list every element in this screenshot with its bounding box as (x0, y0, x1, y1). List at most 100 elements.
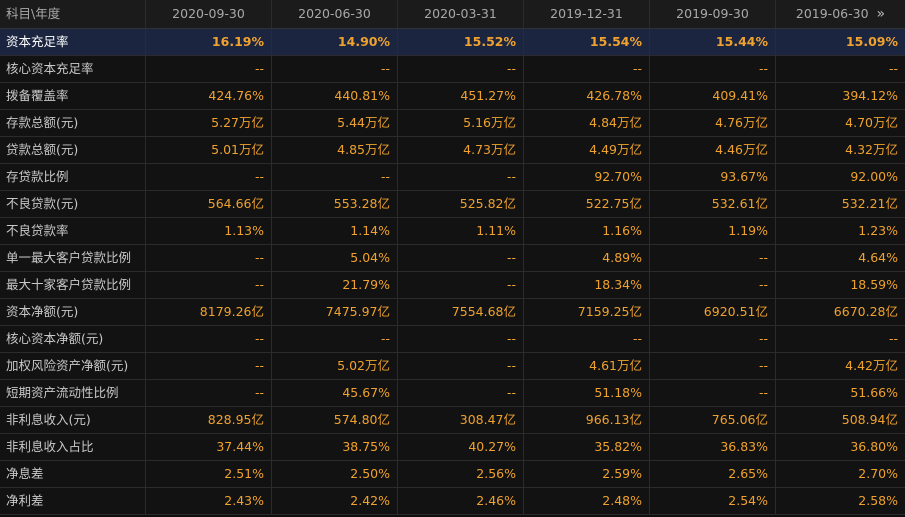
value-cell: 21.79% (272, 272, 398, 298)
value-cell: 2.50% (272, 461, 398, 487)
value-cell: 51.66% (850, 385, 898, 400)
table-row[interactable]: 最大十家客户贷款比例 -- 21.79% -- 18.34% -- 18.59% (0, 272, 905, 299)
value-cell: 7159.25亿 (524, 299, 650, 325)
row-label: 短期资产流动性比例 (0, 380, 146, 406)
table-row[interactable]: 核心资本净额(元) -- -- -- -- -- -- (0, 326, 905, 353)
table-row[interactable]: 非利息收入(元) 828.95亿 574.80亿 308.47亿 966.13亿 765.… (0, 407, 905, 434)
value-cell: 2.56% (398, 461, 524, 487)
value-cell: 409.41% (650, 83, 776, 109)
value-cell: 14.90% (272, 29, 398, 55)
value-cell: -- (398, 164, 524, 190)
row-label: 资本充足率 (0, 29, 146, 55)
value-cell: 5.01万亿 (146, 137, 272, 163)
value-cell: 424.76% (146, 83, 272, 109)
value-cell: -- (146, 353, 272, 379)
value-cell: 7475.97亿 (272, 299, 398, 325)
value-cell: -- (146, 326, 272, 352)
value-cell: -- (650, 272, 776, 298)
value-cell: 426.78% (524, 83, 650, 109)
value-cell: -- (146, 56, 272, 82)
table-row[interactable]: 资本充足率 16.19% 14.90% 15.52% 15.54% 15.44% 15.09… (0, 29, 905, 56)
value-cell: 1.11% (398, 218, 524, 244)
header-text: 2020-06-30 (298, 6, 371, 21)
table-row[interactable]: 拨备覆盖率 424.76% 440.81% 451.27% 426.78% 409.41%… (0, 83, 905, 110)
value-cell: 4.70万亿 (845, 115, 898, 130)
value-cell: 1.16% (524, 218, 650, 244)
value-cell: 4.32万亿 (845, 142, 898, 157)
value-cell: -- (272, 56, 398, 82)
header-text: 2020-03-31 (424, 6, 497, 21)
table-row[interactable]: 净息差 2.51% 2.50% 2.56% 2.59% 2.65% 2.70% (0, 461, 905, 488)
table-row[interactable]: 不良贷款(元) 564.66亿 553.28亿 525.82亿 522.75亿 532.6… (0, 191, 905, 218)
value-cell: 1.14% (272, 218, 398, 244)
value-cell: 4.42万亿 (845, 358, 898, 373)
row-label: 净息差 (0, 461, 146, 487)
header-row: 科目\年度 2020-09-30 2020-06-30 2020-03-31 2019-… (0, 0, 905, 29)
column-header[interactable]: 2020-06-30 (272, 0, 398, 28)
column-header[interactable]: 2019-09-30 (650, 0, 776, 28)
row-label: 贷款总额(元) (0, 137, 146, 163)
value-cell: 35.82% (524, 434, 650, 460)
value-cell: 1.19% (650, 218, 776, 244)
value-cell: 5.27万亿 (146, 110, 272, 136)
table-row[interactable]: 非利息收入占比 37.44% 38.75% 40.27% 35.82% 36.83% 36.… (0, 434, 905, 461)
header-text: 2020-09-30 (172, 6, 245, 21)
row-label: 拨备覆盖率 (0, 83, 146, 109)
value-cell: 2.42% (272, 488, 398, 514)
value-cell: 828.95亿 (146, 407, 272, 433)
value-cell: 93.67% (650, 164, 776, 190)
value-cell: -- (650, 56, 776, 82)
table-row[interactable]: 不良贷款率 1.13% 1.14% 1.11% 1.16% 1.19% 1.23% (0, 218, 905, 245)
column-header[interactable]: 2020-03-31 (398, 0, 524, 28)
table-row[interactable]: 存款总额(元) 5.27万亿 5.44万亿 5.16万亿 4.84万亿 4.76万亿 4.7… (0, 110, 905, 137)
value-cell: -- (398, 56, 524, 82)
value-cell: 2.48% (524, 488, 650, 514)
value-cell: -- (888, 331, 898, 346)
value-cell: 508.94亿 (841, 412, 898, 427)
header-text: 2019-06-30 (795, 6, 869, 21)
column-header[interactable]: 2020-09-30 (146, 0, 272, 28)
table-row[interactable]: 短期资产流动性比例 -- 45.67% -- 51.18% -- 51.66% (0, 380, 905, 407)
value-cell: 15.09% (845, 34, 898, 49)
value-cell: 4.61万亿 (524, 353, 650, 379)
value-cell: 5.44万亿 (272, 110, 398, 136)
table-row[interactable]: 核心资本充足率 -- -- -- -- -- -- (0, 56, 905, 83)
row-label: 存款总额(元) (0, 110, 146, 136)
row-label: 最大十家客户贷款比例 (0, 272, 146, 298)
row-label: 不良贷款(元) (0, 191, 146, 217)
value-cell: 45.67% (272, 380, 398, 406)
row-label: 净利差 (0, 488, 146, 514)
value-cell: -- (146, 272, 272, 298)
table-row[interactable]: 加权风险资产净额(元) -- 5.02万亿 -- 4.61万亿 -- 4.42万亿 (0, 353, 905, 380)
value-cell: 1.13% (146, 218, 272, 244)
value-cell: 2.54% (650, 488, 776, 514)
column-header[interactable]: 2019-06-30 » (776, 0, 905, 28)
value-cell: 8179.26亿 (146, 299, 272, 325)
value-cell: -- (398, 353, 524, 379)
table-row[interactable]: 贷款总额(元) 5.01万亿 4.85万亿 4.73万亿 4.49万亿 4.46万亿 4.3… (0, 137, 905, 164)
value-cell: 525.82亿 (398, 191, 524, 217)
scroll-right-button[interactable]: » (876, 6, 886, 22)
table-row[interactable]: 存贷款比例 -- -- -- 92.70% 93.67% 92.00% (0, 164, 905, 191)
row-label: 资本净额(元) (0, 299, 146, 325)
value-cell: 5.02万亿 (272, 353, 398, 379)
value-cell: -- (272, 326, 398, 352)
header-text: 2019-09-30 (676, 6, 749, 21)
row-label: 非利息收入占比 (0, 434, 146, 460)
value-cell: 15.52% (398, 29, 524, 55)
table-row[interactable]: 资本净额(元) 8179.26亿 7475.97亿 7554.68亿 7159.25亿 6… (0, 299, 905, 326)
column-header[interactable]: 2019-12-31 (524, 0, 650, 28)
table-row[interactable]: 单一最大客户贷款比例 -- 5.04% -- 4.89% -- 4.64% (0, 245, 905, 272)
value-cell: 532.21亿 (841, 196, 898, 211)
row-label: 单一最大客户贷款比例 (0, 245, 146, 271)
value-cell: 2.51% (146, 461, 272, 487)
table-row[interactable]: 净利差 2.43% 2.42% 2.46% 2.48% 2.54% 2.58% (0, 488, 905, 515)
value-cell: -- (146, 164, 272, 190)
value-cell: 15.44% (650, 29, 776, 55)
value-cell: 18.34% (524, 272, 650, 298)
value-cell: 4.89% (524, 245, 650, 271)
row-label: 核心资本净额(元) (0, 326, 146, 352)
value-cell: 92.70% (524, 164, 650, 190)
value-cell: -- (398, 326, 524, 352)
